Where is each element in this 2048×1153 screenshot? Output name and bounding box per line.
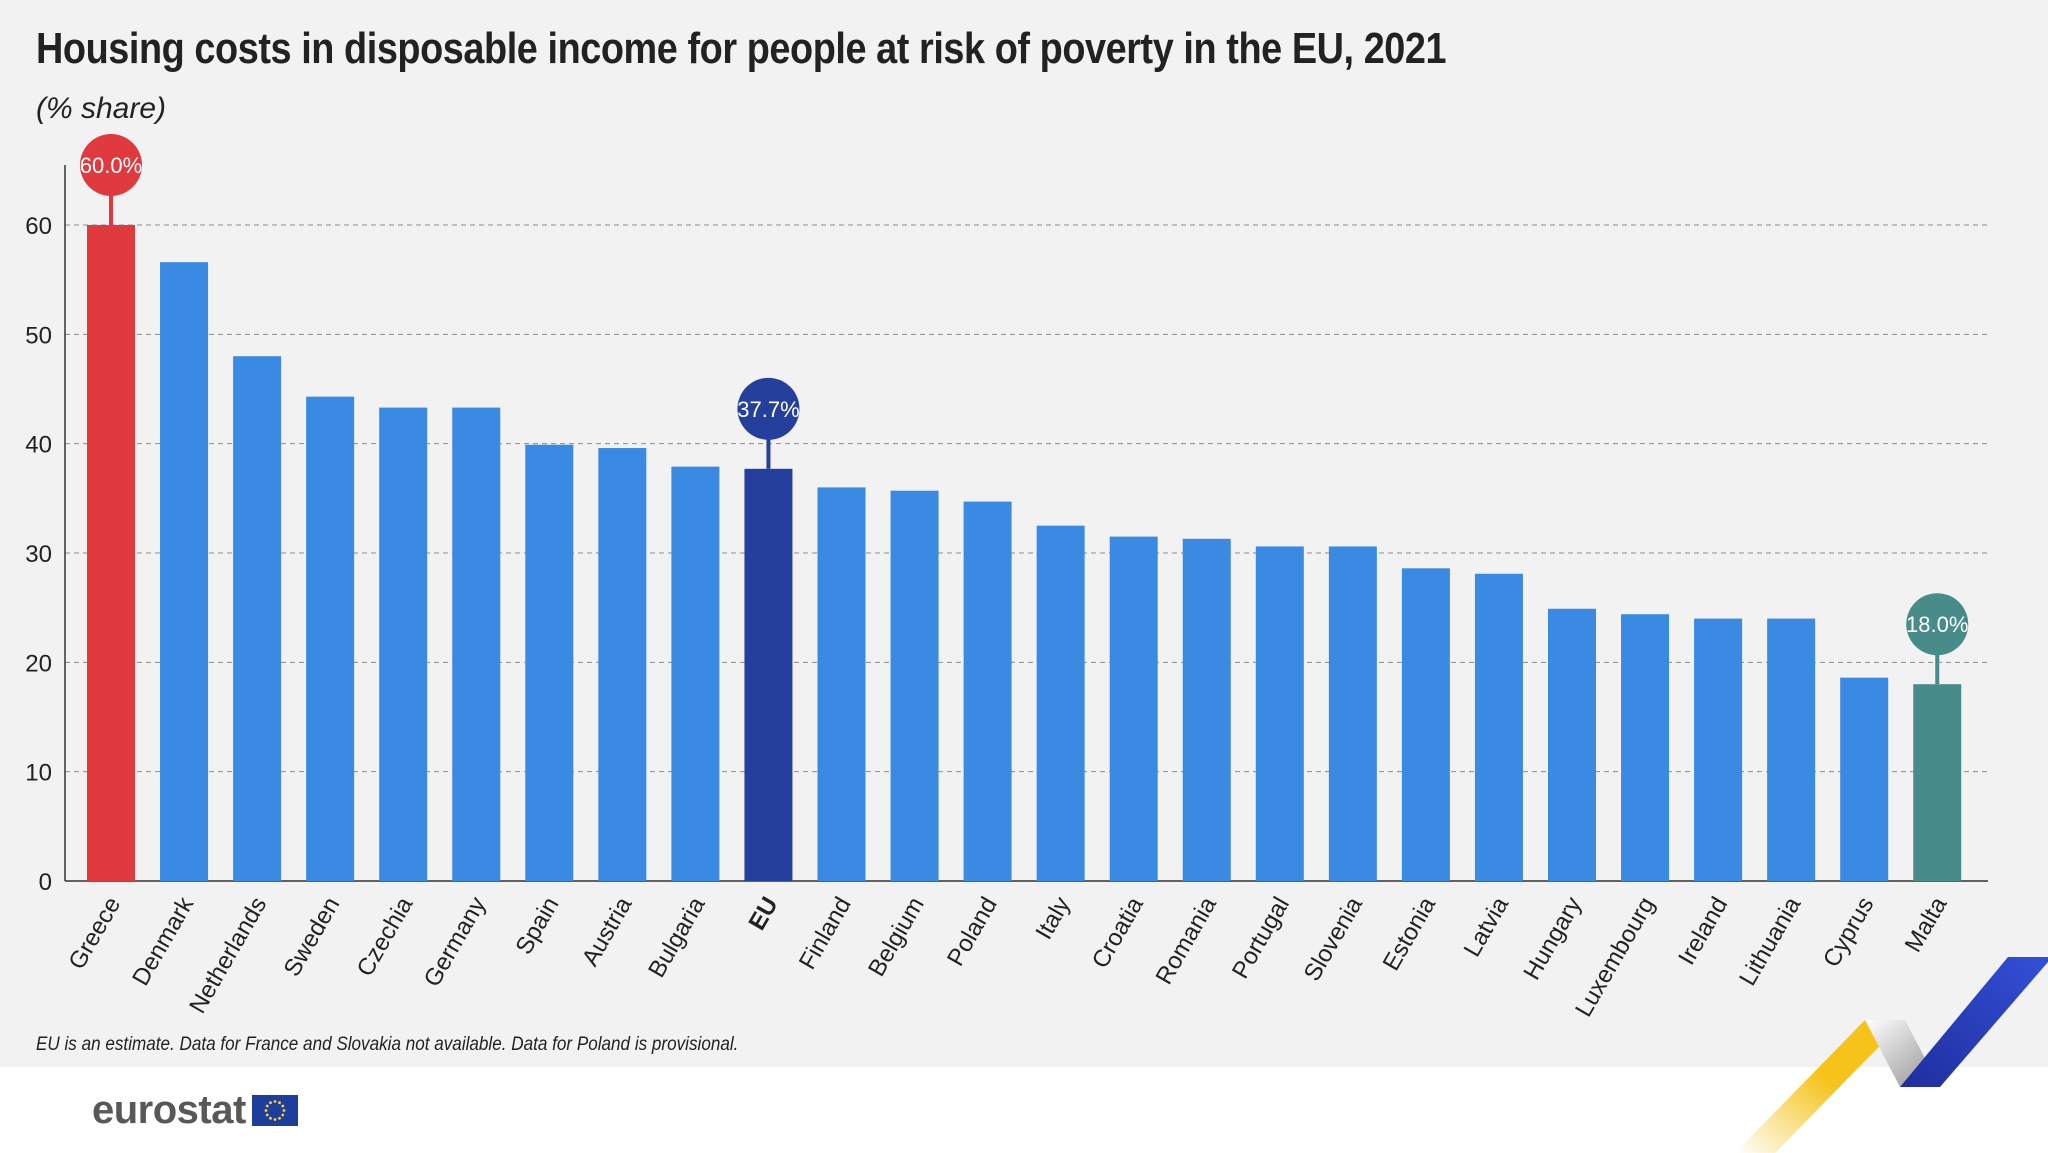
bar-lithuania bbox=[1767, 618, 1816, 881]
bar-latvia bbox=[1474, 573, 1523, 881]
bar-ireland bbox=[1694, 618, 1743, 881]
bar-cyprus bbox=[1840, 677, 1889, 881]
bar-belgium bbox=[890, 490, 939, 881]
bar-romania bbox=[1182, 538, 1231, 881]
data-label: 60.0% bbox=[80, 153, 142, 178]
flag-star bbox=[273, 1118, 277, 1121]
bar-netherlands bbox=[233, 356, 282, 881]
ribbon-blue bbox=[1900, 957, 2048, 1087]
y-tick-label: 20 bbox=[25, 650, 52, 677]
data-label: 37.7% bbox=[737, 397, 799, 422]
bar-austria bbox=[598, 448, 647, 881]
flag-star bbox=[264, 1109, 268, 1112]
y-tick-label: 40 bbox=[25, 432, 52, 459]
bar-slovenia bbox=[1328, 546, 1377, 881]
callout-bubble bbox=[80, 134, 142, 196]
flag-star bbox=[268, 1101, 272, 1105]
bar-croatia bbox=[1109, 536, 1158, 881]
footer-band bbox=[0, 1067, 2048, 1153]
bars bbox=[87, 225, 1962, 881]
bar-portugal bbox=[1255, 546, 1304, 881]
flag-star bbox=[281, 1104, 285, 1108]
bar-estonia bbox=[1401, 568, 1450, 881]
bar-malta bbox=[1913, 684, 1962, 881]
bar-hungary bbox=[1548, 608, 1596, 881]
callout-bubble bbox=[737, 377, 800, 440]
ribbon-yellow bbox=[1735, 1020, 1905, 1153]
flag-star bbox=[281, 1113, 285, 1117]
bar-poland bbox=[963, 501, 1012, 881]
bar-bulgaria bbox=[671, 466, 720, 881]
bar-luxembourg bbox=[1621, 614, 1670, 881]
y-tick-label: 60 bbox=[25, 213, 52, 240]
bar-eu bbox=[744, 468, 793, 881]
y-tick-label: 10 bbox=[25, 760, 52, 787]
footnote: EU is an estimate. Data for France and S… bbox=[36, 1034, 739, 1055]
bar-sweden bbox=[306, 396, 355, 881]
eu-flag-icon bbox=[251, 1095, 298, 1126]
flag-star bbox=[277, 1101, 281, 1105]
bar-germany bbox=[452, 407, 501, 881]
bar-italy bbox=[1036, 525, 1085, 881]
bar-finland bbox=[817, 487, 866, 881]
flag-star bbox=[265, 1113, 269, 1117]
flag-star bbox=[277, 1116, 281, 1120]
logo-text: eurostat bbox=[92, 1088, 246, 1132]
callout-bubble bbox=[1906, 593, 1969, 656]
chart-subtitle: (% share) bbox=[36, 92, 167, 125]
flag-star bbox=[273, 1100, 277, 1103]
eurostat-logo[interactable]: eurostat bbox=[92, 1088, 298, 1133]
bar-czechia bbox=[379, 407, 428, 881]
value-callouts: 60.0% 37.7% 18.0% bbox=[80, 134, 1969, 685]
flag-star bbox=[282, 1109, 286, 1112]
y-tick-label: 30 bbox=[25, 541, 52, 568]
y-tick-label: 50 bbox=[25, 322, 52, 349]
chart-title: Housing costs in disposable income for p… bbox=[36, 24, 1447, 73]
y-tick-label: 0 bbox=[39, 869, 52, 896]
flag-star bbox=[268, 1116, 272, 1120]
flag-star bbox=[265, 1104, 269, 1108]
data-label: 18.0% bbox=[1906, 612, 1968, 637]
bar-greece bbox=[87, 225, 135, 881]
bar-spain bbox=[525, 444, 574, 881]
bar-denmark bbox=[160, 262, 209, 881]
